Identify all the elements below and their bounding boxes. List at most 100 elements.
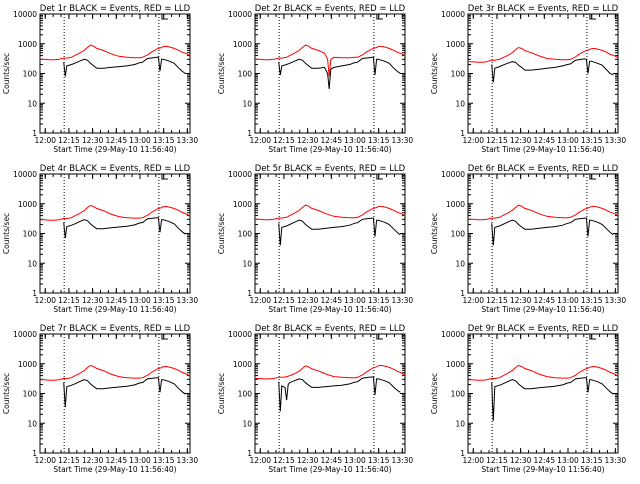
x-axis-label: Start Time (29-May-10 11:56:40)	[481, 145, 604, 154]
series-line-lld	[468, 364, 619, 381]
x-tick-label: 13:15	[153, 296, 175, 305]
interval-marker	[376, 14, 383, 20]
x-tick-label: 13:15	[581, 296, 603, 305]
x-axis-label: Start Time (29-May-10 11:56:40)	[268, 465, 391, 474]
y-tick-label: 1000	[233, 40, 252, 49]
chart-panel-5: Det 5r BLACK = Events, RED = LLD 1 10 100 10…	[217, 164, 413, 314]
x-tick-label: 12:30	[82, 296, 104, 305]
x-tick-label: 13:15	[368, 456, 390, 465]
y-tick-label: 10	[27, 259, 37, 268]
x-tick-label: 12:15	[486, 456, 508, 465]
x-tick-label: 12:00	[249, 136, 271, 145]
x-axis-label: Start Time (29-May-10 11:56:40)	[268, 145, 391, 154]
x-tick-label: 12:30	[510, 456, 532, 465]
y-tick-label: 1000	[446, 360, 465, 369]
y-tick-label: 10	[242, 419, 252, 428]
y-tick-label: 100	[23, 390, 38, 399]
series-line-lld	[40, 364, 191, 381]
x-tick-label: 12:30	[82, 136, 104, 145]
x-tick-label: 12:45	[105, 296, 127, 305]
x-tick-label: 12:30	[82, 456, 104, 465]
x-tick-label: 12:15	[58, 296, 80, 305]
series-line-events	[278, 376, 401, 412]
y-axis-label: Counts/sec	[217, 213, 226, 254]
y-tick-label: 100	[23, 230, 38, 239]
x-tick-label: 13:00	[129, 456, 151, 465]
y-tick-label: 10	[455, 99, 465, 108]
chart-title: Det 4r BLACK = Events, RED = LLD	[40, 164, 191, 174]
plot-frame	[467, 13, 619, 134]
y-tick-label: 10	[455, 259, 465, 268]
x-tick-label: 12:45	[533, 136, 555, 145]
interval-marker	[589, 14, 596, 20]
x-tick-label: 12:45	[533, 296, 555, 305]
series-line-events	[63, 56, 186, 77]
y-tick-label: 100	[23, 70, 38, 79]
x-tick-label: 12:00	[34, 456, 56, 465]
x-tick-label: 13:00	[129, 136, 151, 145]
y-tick-label: 100	[451, 230, 466, 239]
plot-frame	[467, 173, 619, 294]
y-axis-label: Counts/sec	[430, 53, 439, 94]
x-tick-label: 12:30	[510, 296, 532, 305]
x-tick-label: 13:00	[129, 296, 151, 305]
x-tick-label: 13:15	[581, 136, 603, 145]
series-line-events	[63, 377, 186, 408]
y-tick-label: 10000	[441, 170, 465, 179]
x-axis-label: Start Time (29-May-10 11:56:40)	[481, 305, 604, 314]
x-tick-label: 13:00	[344, 296, 366, 305]
x-tick-label: 13:30	[605, 456, 627, 465]
y-tick-label: 100	[451, 390, 466, 399]
series-line-lld	[40, 204, 191, 221]
y-axis-label: Counts/sec	[217, 53, 226, 94]
chart-panel-8: Det 8r BLACK = Events, RED = LLD 1 10 100 10…	[217, 324, 413, 474]
x-tick-label: 13:30	[177, 456, 199, 465]
x-tick-label: 12:00	[249, 456, 271, 465]
y-tick-label: 10000	[441, 10, 465, 19]
chart-title: Det 3r BLACK = Events, RED = LLD	[468, 4, 619, 14]
interval-marker	[161, 334, 168, 340]
x-tick-label: 12:15	[58, 136, 80, 145]
y-tick-label: 100	[451, 70, 466, 79]
x-tick-label: 12:15	[486, 136, 508, 145]
y-tick-label: 1	[460, 449, 465, 458]
y-tick-label: 1	[460, 289, 465, 298]
x-tick-label: 12:00	[462, 296, 484, 305]
series-line-events	[278, 56, 401, 90]
x-tick-label: 12:15	[58, 456, 80, 465]
x-tick-label: 12:45	[320, 136, 342, 145]
y-tick-label: 1	[460, 129, 465, 138]
plot-frame	[467, 333, 619, 454]
x-tick-label: 12:00	[34, 296, 56, 305]
x-axis-label: Start Time (29-May-10 11:56:40)	[268, 305, 391, 314]
x-tick-label: 13:30	[605, 296, 627, 305]
x-tick-label: 13:30	[392, 456, 414, 465]
series-line-lld	[468, 204, 619, 221]
x-tick-label: 13:30	[177, 136, 199, 145]
y-tick-label: 1000	[233, 360, 252, 369]
chart-title: Det 6r BLACK = Events, RED = LLD	[468, 164, 619, 174]
plot-frame	[254, 333, 406, 454]
x-tick-label: 12:30	[297, 136, 319, 145]
chart-panel-6: Det 6r BLACK = Events, RED = LLD 1 10 100 10…	[430, 164, 626, 314]
chart-panel-4: Det 4r BLACK = Events, RED = LLD 1 10 100 10…	[2, 164, 198, 314]
x-axis-label: Start Time (29-May-10 11:56:40)	[53, 465, 176, 474]
series-line-events	[278, 217, 401, 246]
x-tick-label: 13:15	[368, 136, 390, 145]
x-axis-label: Start Time (29-May-10 11:56:40)	[481, 465, 604, 474]
chart-panel-1: Det 1r BLACK = Events, RED = LLD 1 10 100 10…	[2, 4, 198, 154]
plot-frame	[39, 173, 191, 294]
x-tick-label: 12:45	[320, 296, 342, 305]
x-tick-label: 13:30	[177, 296, 199, 305]
x-tick-label: 12:15	[273, 296, 295, 305]
chart-panel-2: Det 2r BLACK = Events, RED = LLD 1 10 100 10…	[217, 4, 413, 154]
interval-marker	[376, 174, 383, 180]
x-tick-label: 12:45	[533, 456, 555, 465]
chart-title: Det 1r BLACK = Events, RED = LLD	[40, 4, 191, 14]
chart-title: Det 7r BLACK = Events, RED = LLD	[40, 324, 191, 334]
series-line-lld	[255, 44, 406, 77]
y-tick-label: 100	[238, 70, 253, 79]
y-tick-label: 10	[27, 99, 37, 108]
x-tick-label: 12:45	[320, 456, 342, 465]
interval-marker	[161, 174, 168, 180]
